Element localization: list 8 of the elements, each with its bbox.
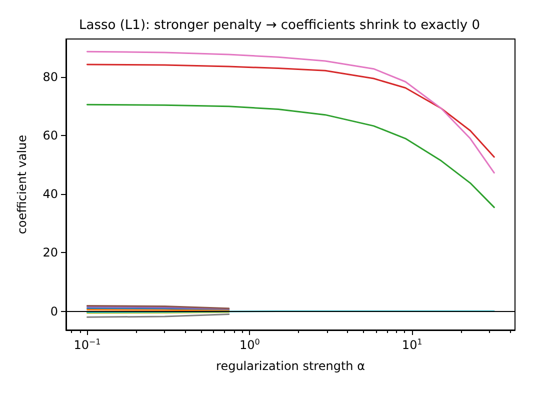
chart-title: Lasso (L1): stronger penalty → coefficients shrink to exactly 0 bbox=[79, 18, 480, 33]
y-tick-label: 20 bbox=[42, 246, 58, 260]
y-axis-title: coefficient value bbox=[15, 134, 29, 234]
y-tick-label: 40 bbox=[42, 187, 58, 202]
y-tick-label: 60 bbox=[42, 128, 58, 143]
y-tick-label: 80 bbox=[42, 70, 58, 84]
x-axis-title: regularization strength α bbox=[216, 359, 366, 373]
y-tick-label: 0 bbox=[50, 304, 58, 318]
